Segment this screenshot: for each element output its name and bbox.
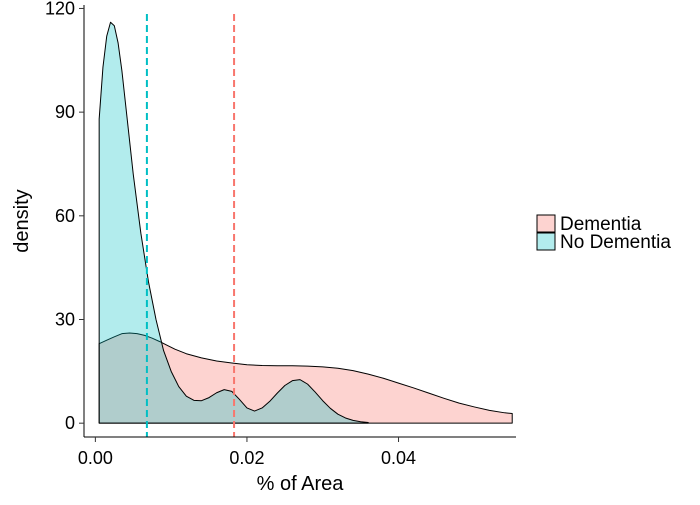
mean-lines — [145, 14, 236, 437]
x-axis-ticks: 0.00 0.02 0.04 — [78, 437, 416, 468]
y-axis-title: density — [11, 189, 33, 252]
x-tick-label: 0.04 — [381, 448, 416, 468]
y-tick-label: 120 — [45, 0, 75, 18]
y-axis-ticks: 0 30 60 90 120 — [45, 0, 84, 433]
axes — [83, 5, 516, 438]
x-tick-label: 0.02 — [229, 448, 264, 468]
y-tick-label: 60 — [55, 206, 75, 226]
y-tick-label: 0 — [65, 413, 75, 433]
legend-key-no-dementia — [536, 232, 556, 251]
legend-label-no-dementia: No Dementia — [560, 232, 671, 253]
y-tick-label: 30 — [55, 309, 75, 329]
x-axis-title: % of Area — [257, 473, 345, 495]
legend-label-dementia: Dementia — [560, 214, 642, 235]
density-area-no-dementia — [98, 21, 369, 424]
y-tick-label: 90 — [55, 102, 75, 122]
density-areas — [98, 21, 513, 424]
x-tick-label: 0.00 — [78, 448, 113, 468]
legend: Dementia No Dementia — [536, 214, 671, 253]
legend-key-dementia — [536, 214, 556, 233]
